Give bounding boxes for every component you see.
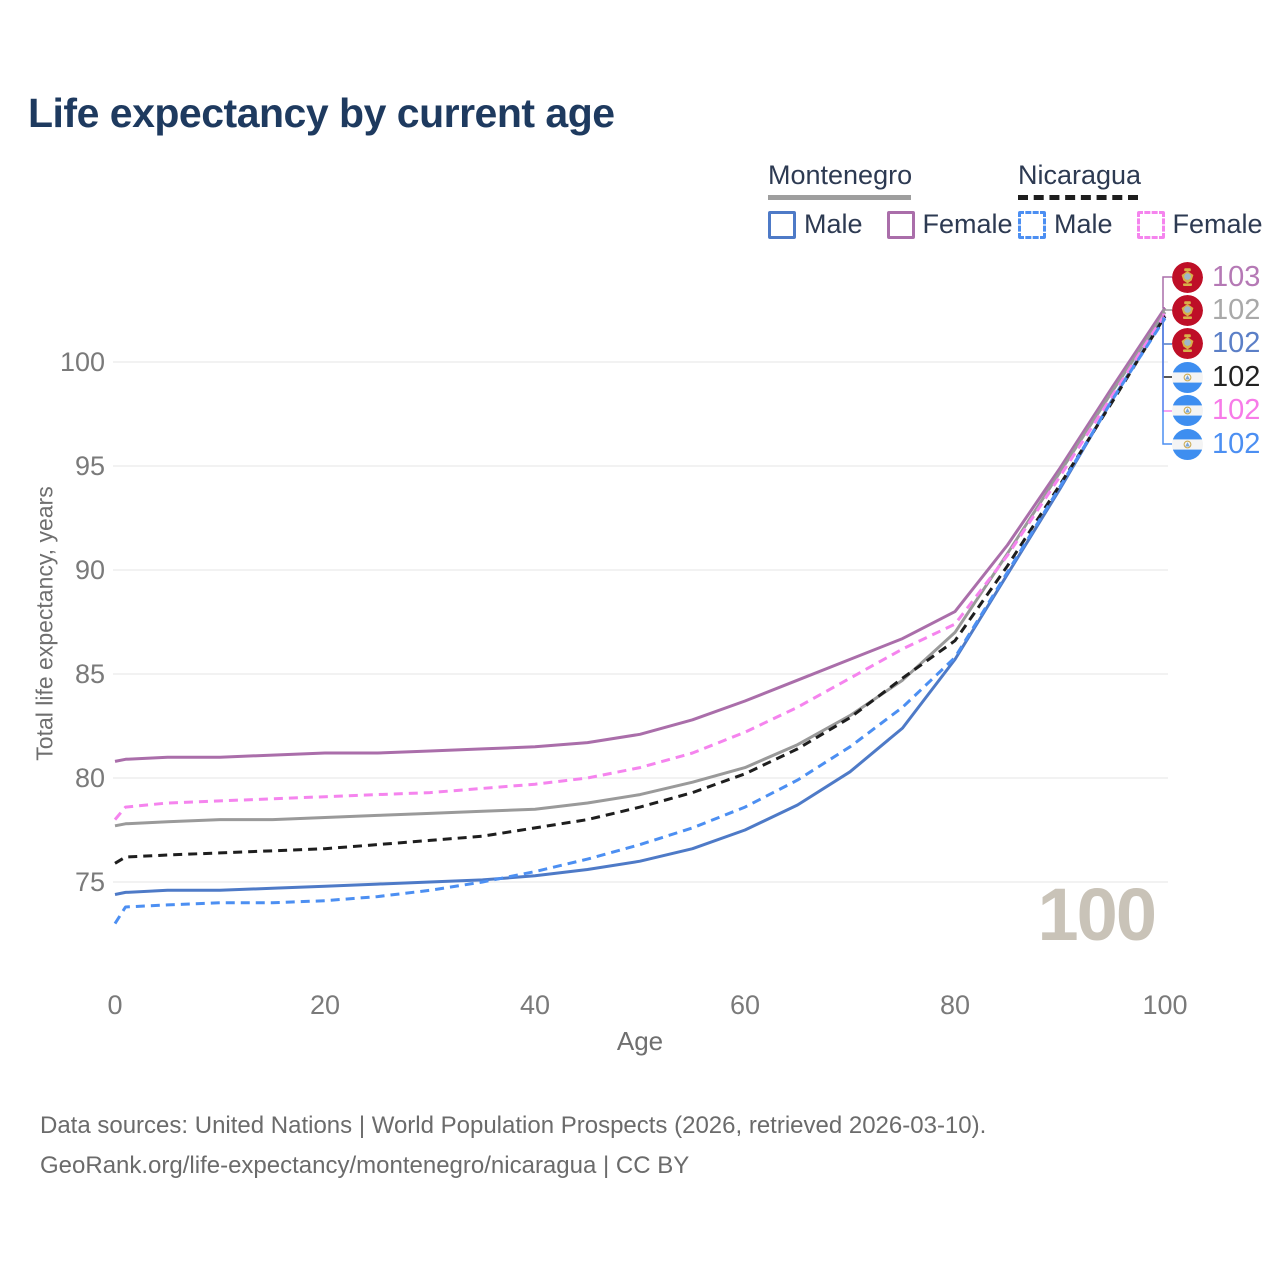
legend-swatch-montenegro-female[interactable] (886, 210, 915, 239)
y-tick-label: 85 (75, 659, 105, 689)
montenegro-flag-icon (1172, 262, 1203, 293)
end-label-leader (1162, 317, 1172, 445)
footer-line-2: GeoRank.org/life-expectancy/montenegro/n… (40, 1152, 690, 1180)
series-line-montenegro (114, 311, 1167, 828)
y-tick-label: 80 (75, 763, 105, 793)
montenegro-flag-icon (1172, 295, 1203, 326)
end-label-row: 102 (1172, 362, 1260, 393)
end-label-value: 102 (1212, 327, 1261, 359)
legend-label-montenegro-male[interactable]: Male (804, 209, 863, 239)
end-label-row: 102 (1172, 328, 1260, 359)
y-axis-title: Total life expectancy, years (31, 486, 58, 761)
hovered-age-watermark: 100 (1037, 873, 1157, 956)
series-line-nicaragua-male (113, 317, 1167, 925)
nicaragua-flag-icon (1172, 362, 1203, 393)
end-label-value: 102 (1212, 394, 1261, 426)
legend-label-nicaragua-female[interactable]: Female (1172, 209, 1263, 239)
end-label-value: 103 (1212, 261, 1261, 293)
footer-line-1: Data sources: United Nations | World Pop… (40, 1112, 987, 1139)
y-tick-label: 90 (75, 555, 105, 585)
nicaragua-flag-icon (1172, 395, 1203, 426)
series-line-nicaragua-female (113, 313, 1167, 821)
y-tick-label: 100 (60, 347, 105, 377)
end-label-row: 103 (1172, 262, 1260, 293)
y-tick-label: 75 (75, 867, 105, 897)
x-tick-label: 20 (310, 990, 340, 1020)
legend-label-montenegro-female[interactable]: Female (922, 209, 1013, 239)
montenegro-line-key (768, 195, 911, 200)
nicaragua-flag-icon (1172, 429, 1203, 460)
data-source-note: Data sources: United Nations | World Pop… (40, 1106, 986, 1187)
series-line-montenegro-male (114, 315, 1167, 896)
end-label-value: 102 (1212, 428, 1261, 460)
y-tick-label: 95 (75, 451, 105, 481)
end-label-row: 102 (1172, 429, 1260, 460)
end-label-row: 102 (1172, 295, 1260, 326)
nicaragua-line-key (1018, 195, 1138, 200)
legend-swatch-nicaragua-male[interactable] (1018, 210, 1046, 239)
legend-label-nicaragua-male[interactable]: Male (1054, 209, 1113, 239)
legend-group-montenegro: Montenegro Male Female (768, 160, 1013, 240)
x-tick-label: 100 (1142, 990, 1187, 1020)
x-tick-label: 0 (107, 990, 122, 1020)
legend-group-nicaragua: Nicaragua Male Female (1018, 160, 1263, 240)
end-label-leader (1162, 276, 1172, 309)
end-label-leader (1162, 309, 1172, 313)
legend-swatch-nicaragua-female[interactable] (1136, 210, 1165, 239)
series-line-montenegro-female (114, 307, 1167, 763)
x-tick-label: 40 (520, 990, 550, 1020)
page-title: Life expectancy by current age (28, 90, 615, 136)
x-axis-title: Age (616, 1026, 664, 1056)
x-tick-label: 60 (730, 990, 760, 1020)
end-label-value: 102 (1212, 294, 1261, 326)
legend-country-montenegro[interactable]: Montenegro (768, 160, 913, 190)
x-tick-label: 80 (940, 990, 970, 1020)
end-label-value: 102 (1212, 361, 1261, 393)
end-label-leader (1162, 315, 1172, 378)
series-line-nicaragua (114, 315, 1167, 865)
legend-swatch-montenegro-male[interactable] (768, 210, 796, 239)
legend-country-nicaragua[interactable]: Nicaragua (1018, 160, 1142, 190)
montenegro-flag-icon (1172, 328, 1203, 359)
end-label-row: 102 (1172, 395, 1260, 426)
